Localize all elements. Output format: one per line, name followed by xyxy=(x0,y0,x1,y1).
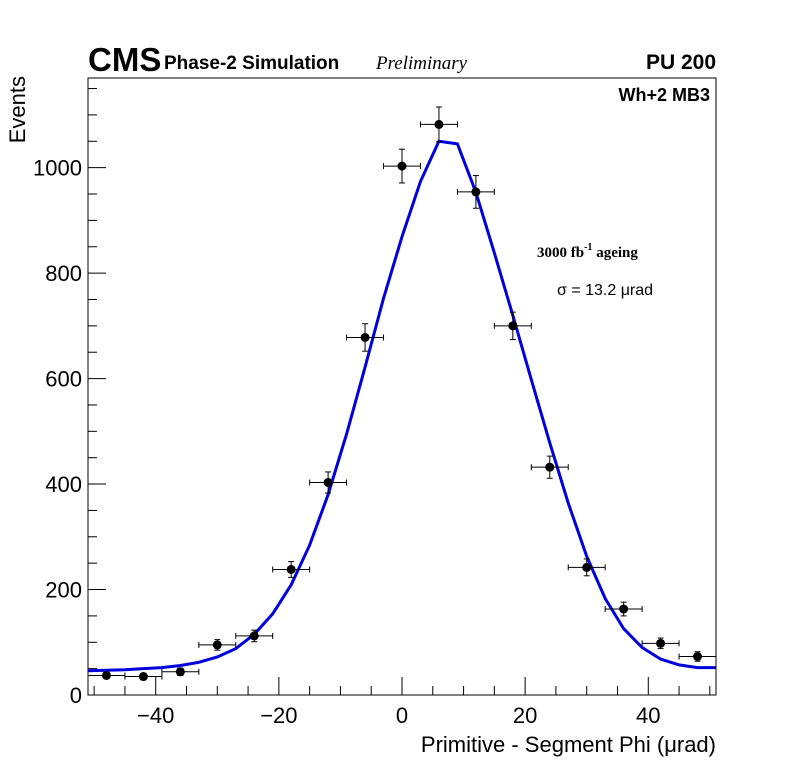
data-point xyxy=(604,601,643,617)
ageing-label-sup: -1 xyxy=(584,242,592,253)
x-tick-label: −40 xyxy=(137,703,174,728)
pileup-label: PU 200 xyxy=(646,51,716,74)
data-marker xyxy=(360,332,370,342)
sigma-label: σ = 13.2 μrad xyxy=(557,282,653,299)
data-point xyxy=(456,175,495,209)
data-point xyxy=(678,651,717,662)
data-marker xyxy=(471,187,481,197)
data-point xyxy=(346,323,385,352)
data-marker xyxy=(693,652,703,662)
data-points xyxy=(87,106,717,682)
data-point xyxy=(309,471,348,494)
data-point xyxy=(493,311,532,341)
simulation-label: Phase-2 Simulation xyxy=(164,53,339,74)
data-marker xyxy=(175,667,185,677)
y-tick-label: 600 xyxy=(45,367,82,392)
data-marker xyxy=(582,562,592,572)
y-tick-label: 800 xyxy=(45,261,82,286)
y-tick-label: 0 xyxy=(70,683,82,708)
data-marker xyxy=(397,161,407,171)
data-point xyxy=(272,561,311,578)
x-tick-label: 0 xyxy=(396,703,408,728)
data-marker xyxy=(434,119,444,129)
experiment-label: CMS xyxy=(88,41,161,78)
data-point xyxy=(567,558,606,577)
y-tick-label: 200 xyxy=(45,578,82,603)
ageing-label: 3000 fb-1 ageing xyxy=(537,242,638,261)
data-marker xyxy=(101,670,111,680)
data-point xyxy=(235,629,274,643)
status-label: Preliminary xyxy=(375,53,468,74)
data-point xyxy=(530,455,569,479)
data-point xyxy=(124,672,163,682)
data-marker xyxy=(212,640,222,650)
data-marker xyxy=(508,321,518,331)
data-marker xyxy=(138,672,148,682)
y-axis: 0 200 400 600 800 1000 xyxy=(33,88,106,708)
y-tick-label: 1000 xyxy=(33,156,82,181)
x-tick-label: 40 xyxy=(636,703,660,728)
x-axis-title: Primitive - Segment Phi (μrad) xyxy=(421,732,716,757)
data-point xyxy=(383,148,421,184)
x-axis: −40 −20 0 20 40 xyxy=(93,677,711,728)
data-point xyxy=(641,637,680,650)
ageing-label-tail: ageing xyxy=(592,245,638,261)
data-marker xyxy=(323,477,333,487)
data-point xyxy=(161,667,200,677)
data-point xyxy=(87,670,126,680)
data-marker xyxy=(656,638,666,648)
gaussian-fit-curve xyxy=(87,139,716,673)
x-tick-label: −20 xyxy=(260,703,297,728)
chamber-label: Wh+2 MB3 xyxy=(618,85,710,105)
data-point xyxy=(198,639,237,651)
data-marker xyxy=(286,564,296,574)
data-marker xyxy=(545,462,555,472)
data-marker xyxy=(619,604,629,614)
y-axis-title: Events xyxy=(5,76,30,143)
x-tick-label: 20 xyxy=(513,703,537,728)
data-marker xyxy=(249,631,259,641)
y-tick-label: 400 xyxy=(45,472,82,497)
data-point xyxy=(419,106,458,143)
ageing-label-main: 3000 fb xyxy=(537,245,584,261)
